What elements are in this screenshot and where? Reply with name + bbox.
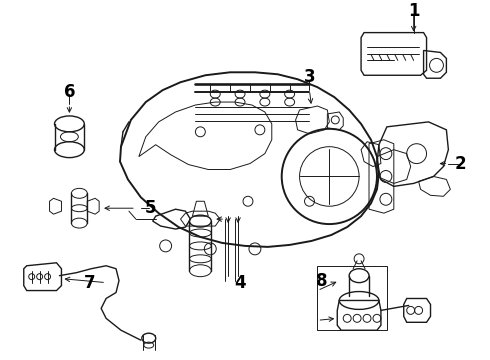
Text: 7: 7 (83, 274, 95, 292)
Text: 5: 5 (145, 199, 156, 217)
Text: 3: 3 (304, 68, 315, 86)
Text: 8: 8 (316, 272, 327, 290)
Text: 6: 6 (64, 83, 75, 101)
Text: 2: 2 (455, 154, 466, 172)
Bar (318, 266, 387, 330)
Text: 1: 1 (408, 2, 419, 20)
Text: 4: 4 (234, 274, 246, 292)
